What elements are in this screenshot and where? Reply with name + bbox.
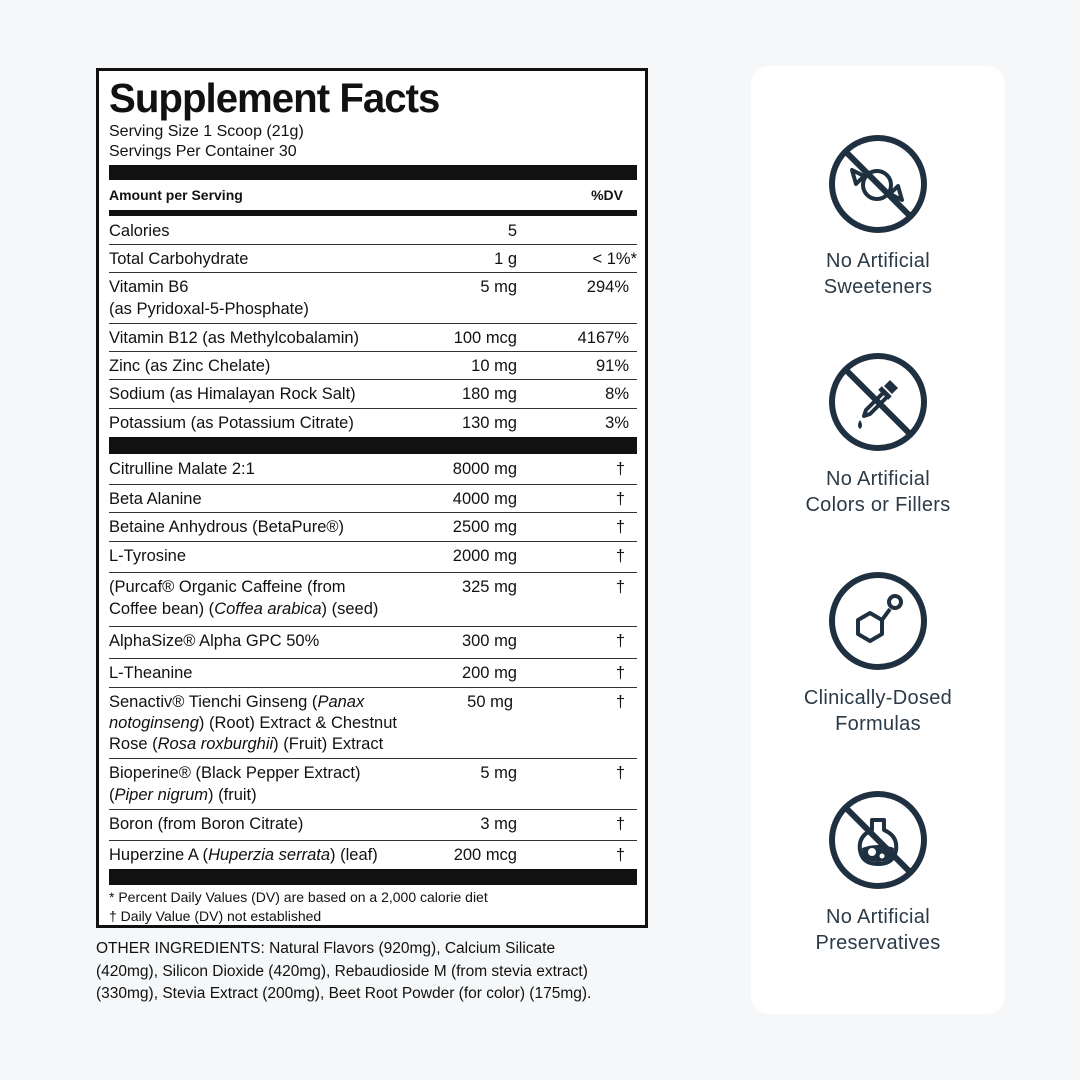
no-flask-icon bbox=[829, 791, 927, 889]
table-row: Vitamin B12 (as Methylcobalamin) 100 mcg… bbox=[109, 323, 637, 352]
molecule-icon bbox=[829, 572, 927, 670]
table-row: Vitamin B6 (as Pyridoxal-5-Phosphate) 5 … bbox=[109, 272, 637, 323]
table-row: Sodium (as Himalayan Rock Salt) 180 mg 8… bbox=[109, 379, 637, 409]
table-row: Beta Alanine 4000 mg † bbox=[109, 484, 637, 513]
table-row: Huperzine A (Huperzia serrata) (leaf) 20… bbox=[109, 840, 637, 870]
badge-line2: Formulas bbox=[835, 713, 921, 735]
header-amount: Amount per Serving bbox=[109, 187, 243, 203]
footnote-dv: * Percent Daily Values (DV) are based on… bbox=[109, 889, 488, 905]
table-row: Total Carbohydrate 1 g < 1%* bbox=[109, 244, 637, 273]
table-row: L-Theanine 200 mg † bbox=[109, 658, 637, 688]
badge-line2: Preservatives bbox=[815, 932, 941, 954]
thick-divider bbox=[109, 165, 637, 180]
serving-size: Serving Size 1 Scoop (21g) bbox=[109, 123, 304, 140]
table-row: Bioperine® (Black Pepper Extract) (Piper… bbox=[109, 758, 637, 809]
table-row: L-Tyrosine 2000 mg † bbox=[109, 541, 637, 573]
table-row: (Purcaf® Organic Caffeine (from Coffee b… bbox=[109, 572, 637, 626]
badge-no-sweeteners: No Artificial Sweeteners bbox=[751, 132, 1005, 300]
table-row: Senactiv® Tienchi Ginseng (Panax notogin… bbox=[109, 687, 637, 758]
badge-clinically-dosed: Clinically-Dosed Formulas bbox=[751, 569, 1005, 737]
table-row: Betaine Anhydrous (BetaPure®) 2500 mg † bbox=[109, 512, 637, 542]
table-row: Citrulline Malate 2:1 8000 mg † bbox=[109, 460, 625, 478]
table-row: Potassium (as Potassium Citrate) 130 mg … bbox=[109, 408, 637, 438]
badge-line2: Sweeteners bbox=[823, 276, 933, 298]
supplement-facts-label: Supplement Facts Serving Size 1 Scoop (2… bbox=[96, 68, 648, 928]
badge-line1: No Artificial bbox=[826, 250, 930, 272]
badge-no-preservatives: No Artificial Preservatives bbox=[751, 788, 1005, 956]
header-row: Amount per Serving %DV bbox=[109, 181, 637, 210]
other-ingredients: OTHER INGREDIENTS: Natural Flavors (920m… bbox=[96, 940, 592, 1002]
badge-line2: Colors or Fillers bbox=[805, 494, 951, 516]
badge-line1: No Artificial bbox=[826, 468, 930, 490]
table-row: Boron (from Boron Citrate) 3 mg † bbox=[109, 809, 637, 841]
badge-line1: Clinically-Dosed bbox=[803, 687, 953, 709]
table-row: Zinc (as Zinc Chelate) 10 mg 91% bbox=[109, 351, 637, 380]
badge-line1: No Artificial bbox=[826, 906, 930, 928]
table-row: Calories 5 bbox=[109, 222, 517, 240]
table-row: AlphaSize® Alpha GPC 50% 300 mg † bbox=[109, 626, 637, 659]
header-dv: %DV bbox=[591, 187, 623, 203]
servings-per-container: Servings Per Container 30 bbox=[109, 143, 297, 160]
no-dropper-icon bbox=[829, 353, 927, 451]
medium-divider bbox=[109, 210, 637, 216]
features-panel: No Artificial Sweeteners No Artificial C… bbox=[751, 66, 1005, 1014]
footnote-dagger: † Daily Value (DV) not established bbox=[109, 908, 322, 924]
label-title: Supplement Facts bbox=[109, 75, 440, 121]
thick-divider bbox=[109, 869, 637, 885]
no-candy-icon bbox=[829, 135, 927, 233]
thick-divider bbox=[109, 437, 637, 454]
badge-no-colors: No Artificial Colors or Fillers bbox=[751, 350, 1005, 518]
